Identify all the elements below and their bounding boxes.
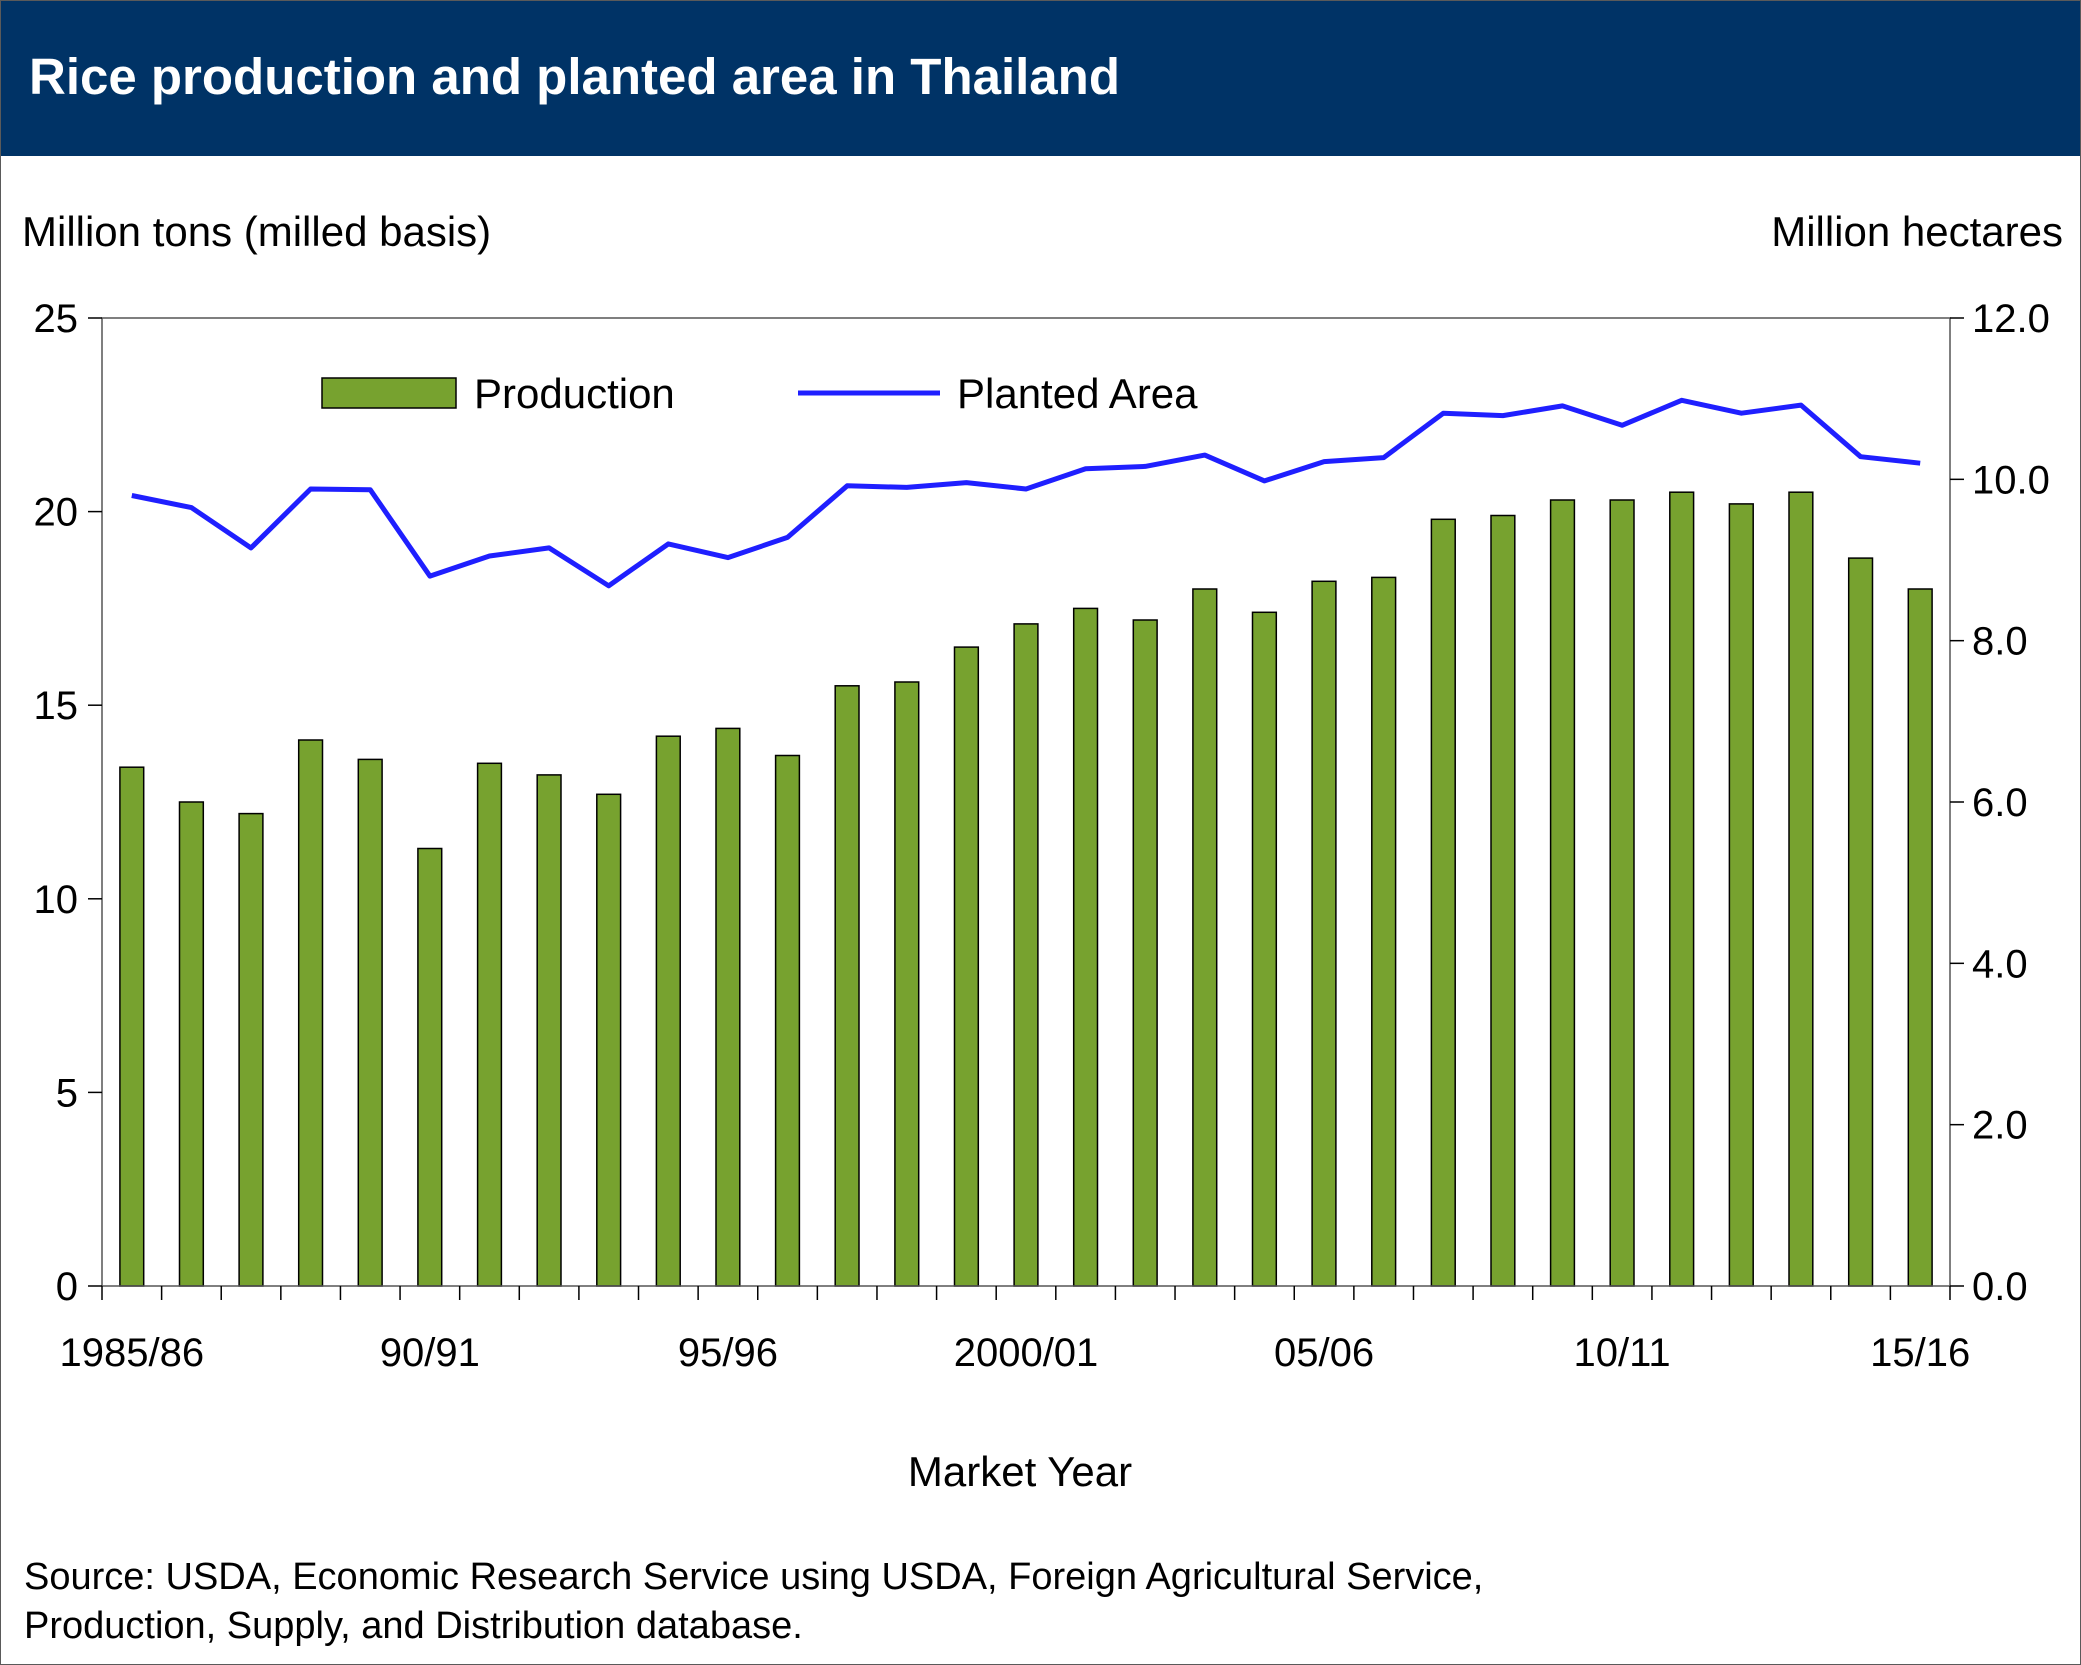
x-tick-label: 90/91	[380, 1331, 480, 1375]
legend-label-planted-area: Planted Area	[957, 370, 1198, 417]
y-right-tick-label: 6.0	[1972, 781, 2028, 825]
bar-production	[1132, 619, 1158, 1287]
line-planted-area	[131, 397, 1921, 589]
bar-production	[1013, 623, 1039, 1287]
bar-production	[894, 681, 920, 1287]
bar-production	[476, 762, 503, 1287]
bar-production	[596, 793, 622, 1287]
bar-production	[119, 766, 145, 1287]
y-left-tick-label: 20	[34, 491, 79, 535]
bar-production	[1907, 588, 1933, 1287]
bar-production	[1490, 514, 1516, 1287]
source-note: Source: USDA, Economic Research Service …	[24, 1553, 1924, 1651]
source-line-2: Production, Supply, and Distribution dat…	[24, 1605, 803, 1647]
y-left-tick-label: 10	[34, 878, 79, 922]
y-right-tick-label: 2.0	[1972, 1104, 2028, 1148]
bar-production	[1311, 580, 1337, 1287]
y-left-tick-label: 15	[34, 684, 79, 728]
bar-production	[774, 754, 801, 1287]
legend-swatch-production	[321, 377, 457, 409]
bar-production	[357, 758, 383, 1287]
bar-production	[536, 774, 562, 1287]
bar-production	[834, 685, 860, 1287]
legend: Production Planted Area	[321, 370, 1198, 417]
title-bar: Rice production and planted area in Thai…	[1, 1, 2080, 156]
y-left-tick-label: 25	[34, 297, 79, 341]
y-right-tick-label: 8.0	[1972, 620, 2028, 664]
planted-area-line-layer	[131, 397, 1921, 589]
source-line-1: Source: USDA, Economic Research Service …	[24, 1556, 1484, 1598]
bar-production	[238, 812, 264, 1287]
bar-production	[715, 727, 741, 1287]
bar-production	[1847, 557, 1874, 1287]
y-right-tick-label: 12.0	[1972, 297, 2050, 341]
bar-production	[1072, 607, 1099, 1287]
x-tick-label: 10/11	[1574, 1331, 1671, 1375]
y-axis-left-label: Million tons (milled basis)	[22, 208, 492, 255]
axes: 0 5 10 15 20 25 0.0 2.0 4.0 6.0 8.0 10.0 12.0 1985/86…	[34, 297, 2050, 1375]
y-right-tick-label: 0.0	[1972, 1265, 2028, 1309]
x-axis-label: Market Year	[907, 1448, 1133, 1495]
bar-production	[1788, 491, 1814, 1287]
legend-label-production: Production	[474, 370, 675, 417]
production-bars	[119, 491, 1933, 1287]
bar-production	[1728, 503, 1754, 1287]
x-tick-label: 1985/86	[60, 1331, 205, 1375]
chart-title: Rice production and planted area in Thai…	[29, 48, 1120, 105]
x-tick-label: 2000/01	[954, 1331, 1099, 1375]
bar-production	[417, 847, 443, 1287]
x-tick-label: 15/16	[1870, 1331, 1970, 1375]
y-right-tick-label: 10.0	[1972, 458, 2050, 502]
bar-production	[1192, 588, 1218, 1287]
x-tick-label: 95/96	[678, 1331, 778, 1375]
bar-production	[1251, 611, 1278, 1287]
bar-production	[655, 735, 681, 1287]
bar-production	[1549, 499, 1576, 1287]
y-axis-right-label: Million hectares	[1771, 208, 2063, 255]
y-left-tick-label: 0	[56, 1265, 78, 1309]
bar-production	[1609, 499, 1635, 1287]
bar-production	[1669, 491, 1695, 1287]
y-left-tick-label: 5	[56, 1071, 78, 1115]
x-tick-label: 05/06	[1274, 1331, 1374, 1375]
y-right-tick-label: 4.0	[1972, 942, 2028, 986]
bar-production	[297, 739, 324, 1287]
bar-production	[1430, 518, 1456, 1287]
bar-production	[1371, 576, 1397, 1287]
bar-production	[178, 801, 205, 1287]
bar-production	[953, 646, 980, 1287]
